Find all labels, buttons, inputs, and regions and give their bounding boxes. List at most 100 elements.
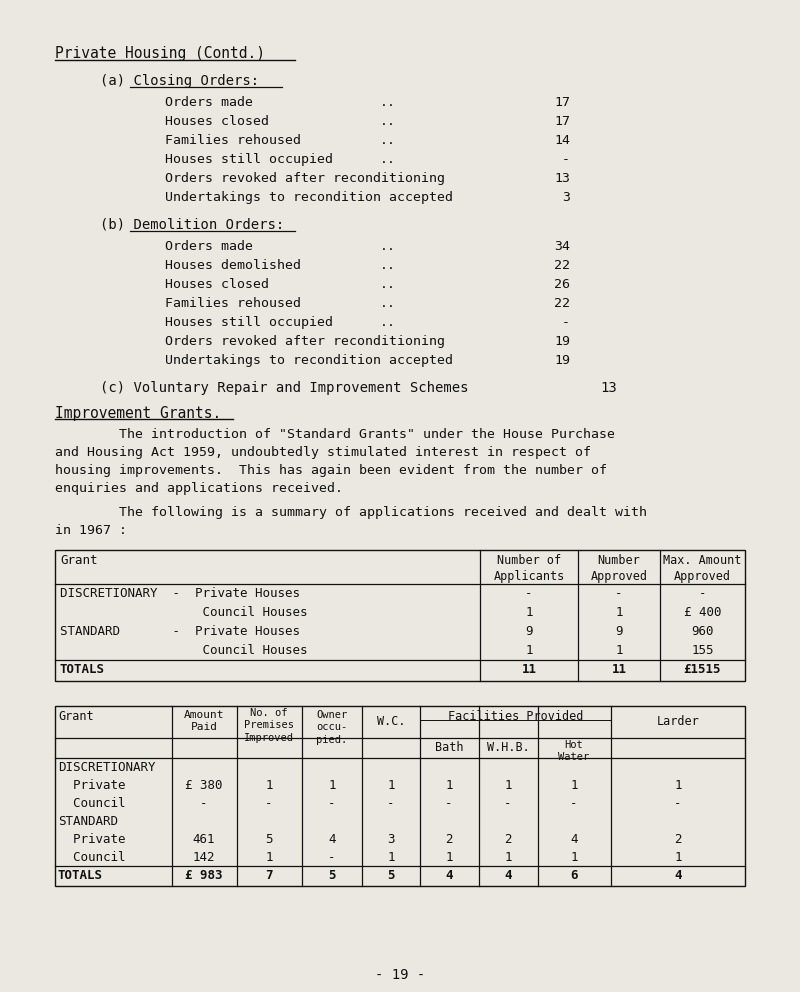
Text: 1: 1 xyxy=(328,779,336,792)
Text: Undertakings to recondition accepted: Undertakings to recondition accepted xyxy=(165,191,453,204)
Text: 2: 2 xyxy=(446,833,453,846)
Text: Private: Private xyxy=(58,833,126,846)
Text: Council Houses: Council Houses xyxy=(60,606,307,619)
Text: £ 380: £ 380 xyxy=(186,779,222,792)
Text: Undertakings to recondition accepted: Undertakings to recondition accepted xyxy=(165,354,453,367)
Text: 11: 11 xyxy=(522,663,537,676)
Text: 1: 1 xyxy=(615,606,622,619)
Text: 1: 1 xyxy=(387,779,394,792)
Text: Orders made: Orders made xyxy=(165,240,253,253)
Text: STANDARD       -  Private Houses: STANDARD - Private Houses xyxy=(60,625,300,638)
Text: -: - xyxy=(562,153,570,166)
Text: Council Houses: Council Houses xyxy=(60,644,307,657)
Text: The following is a summary of applications received and dealt with: The following is a summary of applicatio… xyxy=(55,506,647,519)
Text: 1: 1 xyxy=(526,606,533,619)
Text: enquiries and applications received.: enquiries and applications received. xyxy=(55,482,343,495)
Text: Amount
Paid: Amount Paid xyxy=(184,710,224,732)
Text: 6: 6 xyxy=(570,869,578,882)
Text: housing improvements.  This has again been evident from the number of: housing improvements. This has again bee… xyxy=(55,464,607,477)
Text: 1: 1 xyxy=(266,851,273,864)
Text: 4: 4 xyxy=(674,869,682,882)
Text: 4: 4 xyxy=(504,869,512,882)
Text: -: - xyxy=(266,797,273,810)
Text: Improvement Grants.: Improvement Grants. xyxy=(55,406,222,421)
Text: DISCRETIONARY: DISCRETIONARY xyxy=(58,761,155,774)
Text: -: - xyxy=(698,587,706,600)
Text: 5: 5 xyxy=(328,869,336,882)
Text: ..: .. xyxy=(380,134,396,147)
Text: -: - xyxy=(674,797,682,810)
Text: £ 983: £ 983 xyxy=(186,869,222,882)
Text: 1: 1 xyxy=(615,644,622,657)
Text: 461: 461 xyxy=(193,833,215,846)
Text: 1: 1 xyxy=(674,779,682,792)
Text: 34: 34 xyxy=(554,240,570,253)
Text: Houses still occupied: Houses still occupied xyxy=(165,316,333,329)
Text: 22: 22 xyxy=(554,259,570,272)
Text: 1: 1 xyxy=(387,851,394,864)
Text: 14: 14 xyxy=(554,134,570,147)
Text: 19: 19 xyxy=(554,354,570,367)
Text: Max. Amount
Approved: Max. Amount Approved xyxy=(663,554,742,583)
Text: DISCRETIONARY  -  Private Houses: DISCRETIONARY - Private Houses xyxy=(60,587,300,600)
Text: 22: 22 xyxy=(554,297,570,310)
Text: The introduction of "Standard Grants" under the House Purchase: The introduction of "Standard Grants" un… xyxy=(55,428,615,441)
Text: -: - xyxy=(570,797,578,810)
Text: 17: 17 xyxy=(554,96,570,109)
Text: 1: 1 xyxy=(266,779,273,792)
Text: 2: 2 xyxy=(674,833,682,846)
Text: Owner
occu-
pied.: Owner occu- pied. xyxy=(316,710,348,745)
Text: -: - xyxy=(526,587,533,600)
Text: £1515: £1515 xyxy=(684,663,722,676)
Text: 155: 155 xyxy=(691,644,714,657)
Text: (a) Closing Orders:: (a) Closing Orders: xyxy=(100,74,259,88)
Text: 13: 13 xyxy=(554,172,570,185)
Text: 9: 9 xyxy=(615,625,622,638)
Text: ..: .. xyxy=(380,297,396,310)
Text: 142: 142 xyxy=(193,851,215,864)
Text: 7: 7 xyxy=(266,869,273,882)
Text: Families rehoused: Families rehoused xyxy=(165,134,301,147)
Bar xyxy=(55,706,745,886)
Text: -: - xyxy=(328,851,336,864)
Text: ..: .. xyxy=(380,240,396,253)
Text: Grant: Grant xyxy=(58,710,94,723)
Text: 1: 1 xyxy=(446,851,453,864)
Text: 13: 13 xyxy=(600,381,617,395)
Text: Council: Council xyxy=(58,851,126,864)
Text: No. of
Premises
Improved: No. of Premises Improved xyxy=(244,708,294,743)
Text: W.C.: W.C. xyxy=(377,715,406,728)
Text: Hot
Water: Hot Water xyxy=(558,740,590,763)
Text: -: - xyxy=(562,316,570,329)
Text: Houses closed: Houses closed xyxy=(165,115,269,128)
Text: Grant: Grant xyxy=(60,554,98,567)
Text: ..: .. xyxy=(380,259,396,272)
Text: 960: 960 xyxy=(691,625,714,638)
Text: TOTALS: TOTALS xyxy=(58,869,103,882)
Text: ..: .. xyxy=(380,153,396,166)
Text: 19: 19 xyxy=(554,335,570,348)
Text: Orders made: Orders made xyxy=(165,96,253,109)
Text: -: - xyxy=(387,797,394,810)
Text: Facilities Provided: Facilities Provided xyxy=(448,710,583,723)
Text: STANDARD: STANDARD xyxy=(58,815,118,828)
Text: 1: 1 xyxy=(674,851,682,864)
Text: Houses closed: Houses closed xyxy=(165,278,269,291)
Text: -: - xyxy=(504,797,512,810)
Text: 5: 5 xyxy=(266,833,273,846)
Text: 4: 4 xyxy=(328,833,336,846)
Text: W.H.B.: W.H.B. xyxy=(486,741,530,754)
Text: -: - xyxy=(615,587,622,600)
Text: Number
Approved: Number Approved xyxy=(590,554,647,583)
Text: Houses still occupied: Houses still occupied xyxy=(165,153,333,166)
Text: 1: 1 xyxy=(504,851,512,864)
Text: 9: 9 xyxy=(526,625,533,638)
Text: Bath: Bath xyxy=(434,741,463,754)
Text: -: - xyxy=(446,797,453,810)
Text: £ 400: £ 400 xyxy=(684,606,722,619)
Text: 5: 5 xyxy=(387,869,394,882)
Text: Number of
Applicants: Number of Applicants xyxy=(494,554,565,583)
Text: Families rehoused: Families rehoused xyxy=(165,297,301,310)
Text: in 1967 :: in 1967 : xyxy=(55,524,127,537)
Text: 1: 1 xyxy=(446,779,453,792)
